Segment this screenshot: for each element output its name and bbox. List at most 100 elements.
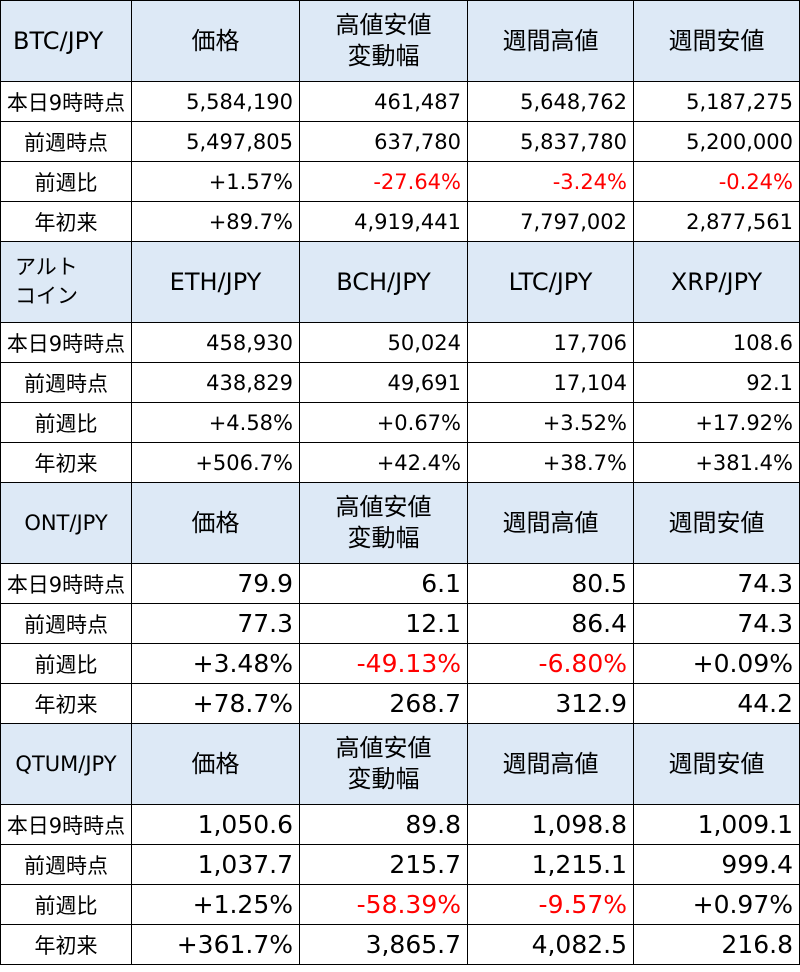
row-label: 前週比 — [0, 402, 132, 443]
cell-value: 1,215.1 — [467, 844, 634, 885]
row-label: 前週時点 — [0, 362, 132, 403]
table-row: 前週時点 1,037.7 215.7 1,215.1 999.4 — [0, 844, 800, 885]
cell-value: 458,930 — [131, 322, 300, 363]
altcoin-label-line2: コイン — [15, 284, 78, 308]
cell-value: 77.3 — [131, 603, 300, 644]
table-row: 本日9時時点 5,584,190 461,487 5,648,762 5,187… — [0, 81, 800, 122]
cell-value: -6.80% — [467, 643, 634, 684]
row-label: 本日9時時点 — [0, 804, 132, 845]
cell-value: 5,200,000 — [633, 121, 800, 162]
cell-value: 17,706 — [467, 322, 634, 363]
column-header-ltc: LTC/JPY — [467, 241, 634, 323]
column-header-bch: BCH/JPY — [299, 241, 468, 323]
cell-value: 5,837,780 — [467, 121, 634, 162]
cell-value: 5,187,275 — [633, 81, 800, 122]
column-header-range: 高値安値 変動幅 — [299, 482, 468, 564]
pair-label: BTC/JPY — [0, 0, 132, 82]
altcoin-label: アルト コイン — [0, 241, 132, 323]
altcoin-label-line1: アルト — [15, 255, 78, 279]
cell-value: 74.3 — [633, 563, 800, 604]
cell-value: 2,877,561 — [633, 201, 800, 242]
range-header-line1: 高値安値 — [335, 11, 432, 39]
cell-value: 79.9 — [131, 563, 300, 604]
row-label: 年初来 — [0, 924, 132, 965]
table-row: 本日9時時点 458,930 50,024 17,706 108.6 — [0, 322, 800, 363]
section-header-altcoins: アルトコイン ETH/JPY BCH/JPY LTC/JPY XRP/JPY — [0, 241, 800, 323]
range-header-line2: 変動幅 — [347, 765, 420, 793]
table-row: 本日9時時点 79.9 6.1 80.5 74.3 — [0, 563, 800, 604]
table-row: 年初来 +89.7% 4,919,441 7,797,002 2,877,561 — [0, 201, 800, 242]
cell-value: +1.57% — [131, 161, 300, 202]
table-row: 前週比 +1.57% -27.64% -3.24% -0.24% — [0, 161, 800, 202]
cell-value: 5,497,805 — [131, 121, 300, 162]
cell-value: 1,098.8 — [467, 804, 634, 845]
column-header-price: 価格 — [131, 0, 300, 82]
table-row: 前週時点 77.3 12.1 86.4 74.3 — [0, 603, 800, 644]
column-header-xrp: XRP/JPY — [633, 241, 800, 323]
section-header-qtum: QTUM/JPY 価格 高値安値 変動幅 週間高値 週間安値 — [0, 723, 800, 805]
table-row: 本日9時時点 1,050.6 89.8 1,098.8 1,009.1 — [0, 804, 800, 845]
row-label: 前週比 — [0, 884, 132, 925]
table-row: 前週比 +4.58% +0.67% +3.52% +17.92% — [0, 402, 800, 443]
column-header-range: 高値安値 変動幅 — [299, 723, 468, 805]
table-row: 年初来 +506.7% +42.4% +38.7% +381.4% — [0, 442, 800, 483]
table-row: 前週時点 438,829 49,691 17,104 92.1 — [0, 362, 800, 403]
pair-label: ONT/JPY — [0, 482, 132, 564]
cell-value: 1,037.7 — [131, 844, 300, 885]
range-header-line1: 高値安値 — [335, 493, 432, 521]
cell-value: 5,648,762 — [467, 81, 634, 122]
cell-value: -27.64% — [299, 161, 468, 202]
cell-value: 17,104 — [467, 362, 634, 403]
cell-value: 50,024 — [299, 322, 468, 363]
table-row: 年初来 +78.7% 268.7 312.9 44.2 — [0, 683, 800, 724]
range-header-line1: 高値安値 — [335, 734, 432, 762]
range-header-line2: 変動幅 — [347, 42, 420, 70]
cell-value: +0.09% — [633, 643, 800, 684]
cell-value: 92.1 — [633, 362, 800, 403]
cell-value: +78.7% — [131, 683, 300, 724]
cell-value: 438,829 — [131, 362, 300, 403]
cell-value: 4,082.5 — [467, 924, 634, 965]
cell-value: 268.7 — [299, 683, 468, 724]
cell-value: 12.1 — [299, 603, 468, 644]
column-header-weekly-high: 週間高値 — [467, 0, 634, 82]
cell-value: +3.52% — [467, 402, 634, 443]
cell-value: +89.7% — [131, 201, 300, 242]
table-row: 年初来 +361.7% 3,865.7 4,082.5 216.8 — [0, 924, 800, 965]
row-label: 年初来 — [0, 201, 132, 242]
cell-value: +3.48% — [131, 643, 300, 684]
cell-value: +0.97% — [633, 884, 800, 925]
cell-value: 49,691 — [299, 362, 468, 403]
column-header-price: 価格 — [131, 482, 300, 564]
pair-label: QTUM/JPY — [0, 723, 132, 805]
row-label: 本日9時時点 — [0, 563, 132, 604]
row-label: 前週時点 — [0, 121, 132, 162]
row-label: 本日9時時点 — [0, 322, 132, 363]
row-label: 年初来 — [0, 683, 132, 724]
cell-value: -3.24% — [467, 161, 634, 202]
column-header-weekly-high: 週間高値 — [467, 723, 634, 805]
cell-value: 999.4 — [633, 844, 800, 885]
cell-value: 5,584,190 — [131, 81, 300, 122]
cell-value: +42.4% — [299, 442, 468, 483]
row-label: 前週時点 — [0, 844, 132, 885]
cell-value: 86.4 — [467, 603, 634, 644]
column-header-weekly-high: 週間高値 — [467, 482, 634, 564]
section-header-btc: BTC/JPY 価格 高値安値 変動幅 週間高値 週間安値 — [0, 0, 800, 82]
cell-value: 7,797,002 — [467, 201, 634, 242]
column-header-range: 高値安値 変動幅 — [299, 0, 468, 82]
column-header-eth: ETH/JPY — [131, 241, 300, 323]
cell-value: 216.8 — [633, 924, 800, 965]
row-label: 前週比 — [0, 161, 132, 202]
row-label: 本日9時時点 — [0, 81, 132, 122]
cell-value: 74.3 — [633, 603, 800, 644]
table-row: 前週比 +1.25% -58.39% -9.57% +0.97% — [0, 884, 800, 925]
cell-value: 1,009.1 — [633, 804, 800, 845]
cell-value: -9.57% — [467, 884, 634, 925]
range-header-line2: 変動幅 — [347, 524, 420, 552]
cell-value: +361.7% — [131, 924, 300, 965]
cell-value: 637,780 — [299, 121, 468, 162]
cell-value: 461,487 — [299, 81, 468, 122]
cell-value: -49.13% — [299, 643, 468, 684]
